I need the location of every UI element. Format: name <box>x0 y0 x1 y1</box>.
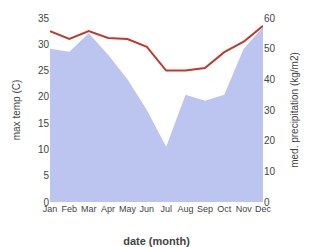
svg-text:Jan: Jan <box>43 204 58 214</box>
svg-text:10: 10 <box>264 166 276 177</box>
svg-text:60: 60 <box>264 13 276 24</box>
svg-text:Sep: Sep <box>197 204 213 214</box>
svg-text:30: 30 <box>264 105 276 116</box>
svg-text:15: 15 <box>38 118 50 129</box>
svg-text:35: 35 <box>38 13 50 24</box>
svg-text:Nov: Nov <box>236 204 253 214</box>
svg-text:30: 30 <box>38 39 50 50</box>
svg-text:10: 10 <box>38 144 50 155</box>
svg-text:Jun: Jun <box>140 204 155 214</box>
svg-text:Aug: Aug <box>178 204 194 214</box>
svg-text:Apr: Apr <box>101 204 115 214</box>
svg-text:Feb: Feb <box>62 204 78 214</box>
svg-text:date (month): date (month) <box>123 235 190 247</box>
svg-text:max temp (C): max temp (C) <box>11 80 22 141</box>
svg-text:Mar: Mar <box>81 204 97 214</box>
svg-text:40: 40 <box>264 74 276 85</box>
svg-text:25: 25 <box>38 65 50 76</box>
svg-text:med. precipitation (kg/m2): med. precipitation (kg/m2) <box>289 52 300 168</box>
svg-text:Oct: Oct <box>217 204 232 214</box>
svg-text:0: 0 <box>264 197 270 208</box>
svg-text:Dec: Dec <box>255 204 272 214</box>
svg-text:50: 50 <box>264 43 276 54</box>
svg-text:20: 20 <box>264 135 276 146</box>
svg-text:5: 5 <box>43 170 49 181</box>
svg-text:0: 0 <box>43 197 49 208</box>
svg-text:May: May <box>119 204 137 214</box>
svg-text:Jul: Jul <box>160 204 172 214</box>
svg-text:20: 20 <box>38 91 50 102</box>
